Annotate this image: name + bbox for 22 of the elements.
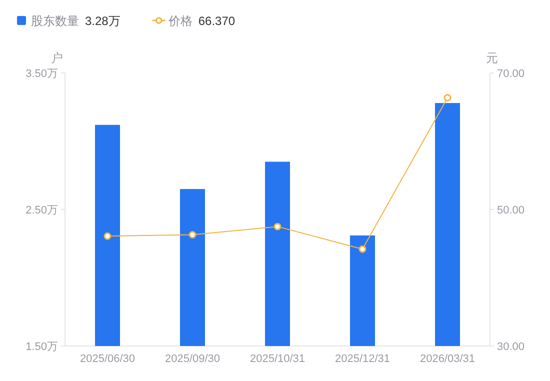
text: 3.28万 [85, 14, 120, 28]
legend-label: 价格 [167, 14, 192, 28]
y2-tick-label: 30.00 [497, 341, 525, 353]
y-tick-label: 2.50万 [26, 204, 58, 216]
x-tick-label: 2025/06/30 [80, 353, 136, 365]
point [358, 245, 366, 253]
x-tick-label: 2026/03/31 [420, 353, 476, 365]
legend-label: 股东数量 [31, 14, 79, 28]
x-tick-label: 2025/09/30 [164, 353, 220, 365]
x-tick-label: 2025/10/31 [250, 353, 306, 365]
y2-tick-label: 50.00 [497, 204, 525, 216]
y-axis-title: 户 [51, 51, 63, 65]
y-tick-label: 3.50万 [26, 68, 58, 80]
point [104, 232, 112, 240]
point [444, 94, 452, 102]
text: 66.370 [198, 14, 236, 28]
y-tick-label: 1.50万 [26, 341, 58, 353]
x-tick-label: 2025/12/31 [334, 353, 390, 365]
point [188, 231, 196, 239]
y2-axis-title: 元 [486, 51, 498, 65]
y2-tick-label: 70.00 [497, 68, 525, 80]
point [274, 222, 282, 230]
